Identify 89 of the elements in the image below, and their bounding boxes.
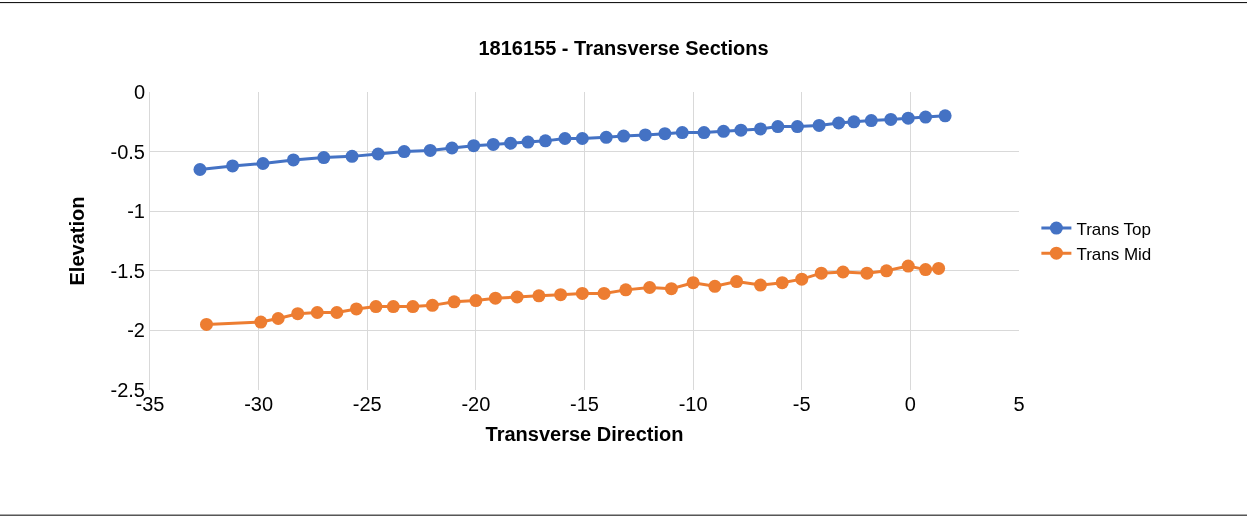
point xyxy=(467,139,481,153)
y-tick-label: -2 xyxy=(127,319,145,342)
point xyxy=(753,122,767,136)
point xyxy=(812,118,826,132)
point xyxy=(795,272,809,286)
y-tick-label: -0.5 xyxy=(110,140,145,163)
point xyxy=(317,151,331,165)
chart-title: 1816155 - Transverse Sections xyxy=(478,37,769,60)
point xyxy=(919,110,933,124)
point xyxy=(521,135,535,149)
point xyxy=(599,130,613,144)
point xyxy=(938,109,952,123)
point xyxy=(504,136,518,150)
legend-label: Trans Top xyxy=(1076,219,1152,239)
point xyxy=(686,276,700,290)
point xyxy=(488,291,502,305)
point xyxy=(643,280,657,294)
point xyxy=(790,120,804,134)
x-tick-label: -10 xyxy=(678,393,708,415)
point xyxy=(901,111,915,125)
point xyxy=(271,311,285,325)
point xyxy=(771,120,785,134)
point xyxy=(558,131,572,145)
point xyxy=(814,266,828,280)
point xyxy=(658,127,672,141)
point xyxy=(638,128,652,142)
point xyxy=(901,259,915,273)
x-tick-label: -30 xyxy=(244,393,274,415)
point xyxy=(291,307,305,321)
y-tick-label: 0 xyxy=(133,81,145,103)
point xyxy=(775,276,789,290)
point xyxy=(919,263,933,277)
point xyxy=(369,300,383,314)
point xyxy=(349,302,363,316)
x-tick-label: -25 xyxy=(352,393,382,415)
point xyxy=(847,115,861,129)
y-tick-label: -1.5 xyxy=(110,259,145,282)
point xyxy=(675,126,689,140)
point xyxy=(447,295,461,309)
point xyxy=(879,264,893,278)
point xyxy=(753,278,767,292)
point xyxy=(538,134,552,148)
point xyxy=(226,159,240,173)
point xyxy=(884,112,898,126)
point xyxy=(286,153,300,167)
point xyxy=(554,288,568,302)
x-tick-label: 0 xyxy=(904,393,916,415)
point xyxy=(708,279,722,293)
point xyxy=(445,141,459,155)
point xyxy=(254,315,268,329)
point xyxy=(575,286,589,300)
point xyxy=(510,290,524,304)
x-tick-label: -15 xyxy=(570,393,599,415)
point xyxy=(619,283,633,297)
point xyxy=(256,157,270,171)
point xyxy=(734,123,748,137)
point xyxy=(425,298,439,312)
point xyxy=(575,131,589,145)
point xyxy=(617,129,631,143)
y-tick-label: -1 xyxy=(127,200,145,223)
y-axis-title: Elevation xyxy=(66,196,89,286)
point xyxy=(697,126,711,140)
point xyxy=(860,266,874,280)
x-tick-label: -5 xyxy=(792,393,811,415)
point xyxy=(371,147,385,161)
x-tick-label: 5 xyxy=(1013,393,1025,415)
point xyxy=(864,114,878,128)
x-tick-label: -20 xyxy=(461,393,491,415)
point xyxy=(532,289,546,303)
point xyxy=(423,143,437,157)
point xyxy=(730,275,744,289)
point xyxy=(406,300,420,314)
point xyxy=(193,162,207,176)
point xyxy=(597,286,611,300)
point xyxy=(486,137,500,151)
point xyxy=(200,317,213,331)
point xyxy=(345,149,359,163)
point xyxy=(397,145,411,159)
point xyxy=(330,306,344,320)
legend-label: Trans Mid xyxy=(1076,244,1152,264)
point xyxy=(717,124,731,138)
point xyxy=(664,282,678,296)
point xyxy=(832,116,846,130)
point xyxy=(310,306,324,320)
point xyxy=(386,300,400,314)
point xyxy=(836,265,850,279)
x-axis-title: Transverse Direction xyxy=(485,422,684,445)
point xyxy=(932,261,946,275)
point xyxy=(469,294,483,308)
